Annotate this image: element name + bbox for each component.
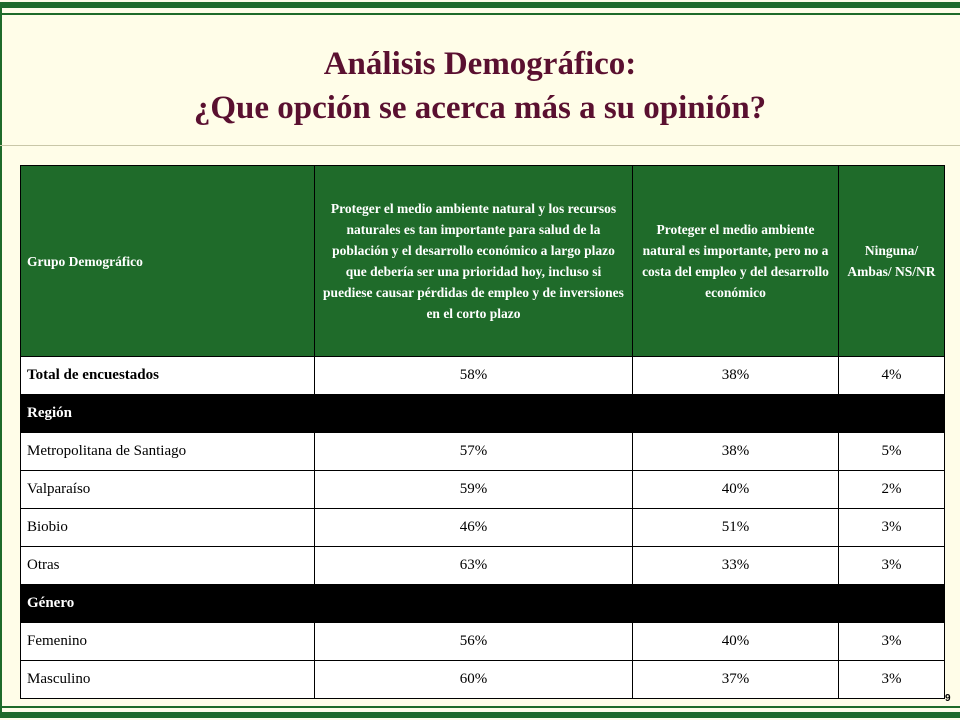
header-option-3: Ninguna/ Ambas/ NS/NR [838, 165, 945, 357]
cell-value: 46% [314, 508, 633, 547]
cell-value: 57% [314, 432, 633, 471]
bottom-border [0, 712, 960, 718]
row-label: Total de encuestados [20, 356, 315, 395]
demographic-table: Grupo Demográfico Proteger el medio ambi… [20, 165, 945, 699]
header-option-1: Proteger el medio ambiente natural y los… [314, 165, 633, 357]
cell-value: 4% [838, 356, 945, 395]
slide-title: Análisis Demográfico: ¿Que opción se ace… [0, 42, 960, 130]
table-row: Valparaíso 59% 40% 2% [20, 470, 945, 509]
table-row: Biobio 46% 51% 3% [20, 508, 945, 547]
cell-value: 40% [632, 470, 839, 509]
bottom-border-thin [0, 706, 960, 708]
title-line-2: ¿Que opción se acerca más a su opinión? [193, 90, 767, 126]
table-row: Femenino 56% 40% 3% [20, 622, 945, 661]
header-option-2: Proteger el medio ambiente natural es im… [632, 165, 839, 357]
cell-value: 3% [838, 508, 945, 547]
header-group: Grupo Demográfico [20, 165, 315, 357]
section-title: Género [20, 584, 945, 623]
cell-value: 2% [838, 470, 945, 509]
top-border-thin [0, 13, 960, 15]
cell-value: 5% [838, 432, 945, 471]
cell-value: 51% [632, 508, 839, 547]
cell-value: 38% [632, 356, 839, 395]
section-row-region: Región [20, 394, 945, 433]
table-row: Masculino 60% 37% 3% [20, 660, 945, 699]
row-label: Femenino [20, 622, 315, 661]
cell-value: 40% [632, 622, 839, 661]
top-border [0, 2, 960, 8]
row-label: Valparaíso [20, 470, 315, 509]
table-row: Otras 63% 33% 3% [20, 546, 945, 585]
cell-value: 59% [314, 470, 633, 509]
row-label: Otras [20, 546, 315, 585]
title-divider [0, 145, 960, 146]
left-border [0, 8, 2, 712]
cell-value: 33% [632, 546, 839, 585]
cell-value: 3% [838, 622, 945, 661]
cell-value: 63% [314, 546, 633, 585]
table-row: Metropolitana de Santiago 57% 38% 5% [20, 432, 945, 471]
cell-value: 37% [632, 660, 839, 699]
row-label: Metropolitana de Santiago [20, 432, 315, 471]
cell-value: 3% [838, 660, 945, 699]
section-title: Región [20, 394, 945, 433]
cell-value: 38% [632, 432, 839, 471]
row-label: Masculino [20, 660, 315, 699]
table-row-total: Total de encuestados 58% 38% 4% [20, 356, 945, 395]
page-number: 9 [945, 693, 951, 704]
row-label: Biobio [20, 508, 315, 547]
table-header-row: Grupo Demográfico Proteger el medio ambi… [20, 165, 945, 357]
title-line-1: Análisis Demográfico: [323, 46, 637, 82]
cell-value: 60% [314, 660, 633, 699]
section-row-gender: Género [20, 584, 945, 623]
cell-value: 3% [838, 546, 945, 585]
cell-value: 58% [314, 356, 633, 395]
cell-value: 56% [314, 622, 633, 661]
